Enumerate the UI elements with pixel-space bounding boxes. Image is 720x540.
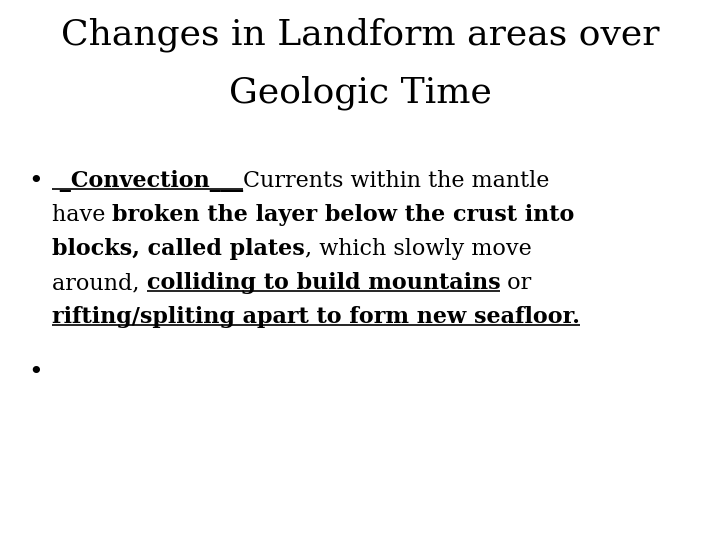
Text: broken the layer below the crust into: broken the layer below the crust into	[112, 204, 575, 226]
Text: •: •	[28, 361, 42, 384]
Text: have: have	[52, 204, 112, 226]
Text: Geologic Time: Geologic Time	[228, 75, 492, 110]
Text: •: •	[28, 170, 42, 193]
Text: Changes in Landform areas over: Changes in Landform areas over	[60, 18, 660, 52]
Text: around,: around,	[52, 272, 147, 294]
Text: or: or	[500, 272, 531, 294]
Text: _Convection___: _Convection___	[52, 170, 243, 192]
Text: colliding to build mountains: colliding to build mountains	[147, 272, 500, 294]
Text: Currents within the mantle: Currents within the mantle	[243, 170, 549, 192]
Text: blocks, called plates: blocks, called plates	[52, 238, 305, 260]
Text: , which slowly move: , which slowly move	[305, 238, 531, 260]
Text: rifting/spliting apart to form new seafloor.: rifting/spliting apart to form new seafl…	[52, 306, 580, 328]
